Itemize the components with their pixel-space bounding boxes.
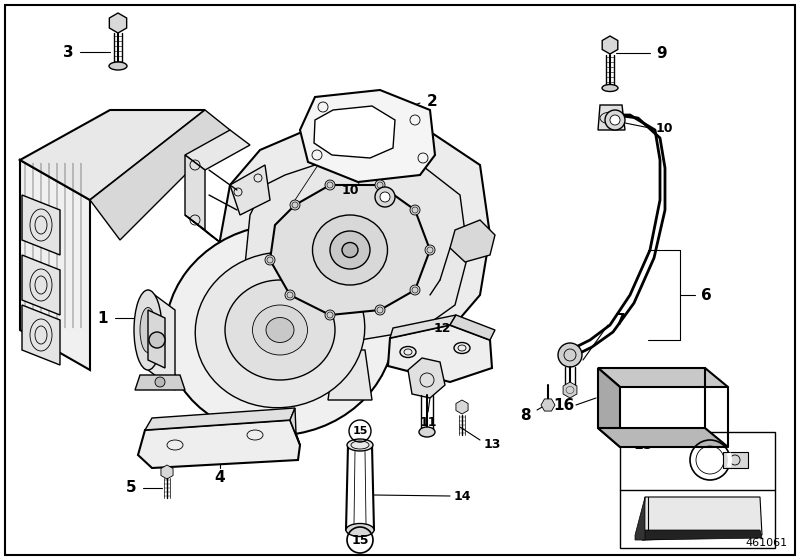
Polygon shape [300,90,435,182]
Polygon shape [138,420,300,468]
Polygon shape [20,160,90,370]
Polygon shape [290,408,300,445]
Polygon shape [148,310,165,368]
Circle shape [149,332,165,348]
Polygon shape [314,106,395,158]
Polygon shape [408,358,445,398]
Polygon shape [598,368,728,387]
Ellipse shape [563,350,578,358]
Text: 13: 13 [483,437,501,450]
Text: 12: 12 [434,321,450,334]
Ellipse shape [140,307,156,352]
Circle shape [380,192,390,202]
Circle shape [375,187,395,207]
Ellipse shape [602,85,618,91]
Ellipse shape [109,62,127,70]
Polygon shape [598,105,625,130]
Polygon shape [541,399,555,411]
Polygon shape [563,382,577,398]
Text: 1: 1 [98,310,108,325]
Ellipse shape [313,215,387,285]
Polygon shape [598,428,728,447]
Circle shape [375,305,385,315]
Ellipse shape [419,427,435,437]
Polygon shape [635,497,645,540]
Text: 8: 8 [520,408,530,422]
Polygon shape [185,155,205,230]
Circle shape [410,285,420,295]
Ellipse shape [225,280,335,380]
Polygon shape [230,165,270,215]
Polygon shape [598,368,620,447]
Text: 461061: 461061 [746,538,788,548]
Circle shape [325,310,335,320]
Text: 14: 14 [454,489,470,502]
Ellipse shape [134,290,162,370]
Circle shape [155,377,165,387]
Polygon shape [90,110,230,240]
Text: 7: 7 [614,312,626,328]
Polygon shape [22,255,60,315]
Polygon shape [161,465,173,479]
Text: 15: 15 [633,438,653,452]
Polygon shape [643,530,762,540]
Polygon shape [450,315,495,340]
Text: 15: 15 [352,426,368,436]
Circle shape [325,180,335,190]
Polygon shape [330,95,420,125]
Ellipse shape [166,225,394,435]
Ellipse shape [347,439,373,451]
Text: 9: 9 [657,45,667,60]
Ellipse shape [330,231,370,269]
Polygon shape [220,120,490,355]
Circle shape [265,255,275,265]
Text: 3: 3 [62,44,74,59]
Polygon shape [148,290,175,390]
Ellipse shape [342,242,358,258]
Circle shape [290,200,300,210]
Ellipse shape [266,318,294,343]
Polygon shape [450,220,495,262]
Circle shape [285,290,295,300]
Polygon shape [388,325,492,382]
Polygon shape [145,408,295,430]
Circle shape [410,205,420,215]
Circle shape [610,115,620,125]
Circle shape [558,343,582,367]
Polygon shape [185,215,230,250]
Ellipse shape [195,252,365,408]
Ellipse shape [253,305,307,355]
Circle shape [605,110,625,130]
Text: 11: 11 [419,416,437,428]
Polygon shape [22,195,60,255]
Text: 5: 5 [126,480,136,496]
Polygon shape [723,452,748,468]
Polygon shape [642,497,762,540]
Polygon shape [110,13,126,33]
Text: 4: 4 [214,470,226,486]
Polygon shape [245,155,468,340]
Ellipse shape [342,96,402,120]
Polygon shape [328,350,372,400]
Text: 2: 2 [426,94,438,109]
Polygon shape [620,432,775,548]
Ellipse shape [602,111,618,119]
Text: 6: 6 [701,287,711,302]
Polygon shape [602,36,618,54]
Polygon shape [135,375,185,390]
Ellipse shape [346,524,374,536]
Polygon shape [185,130,250,170]
Text: 15: 15 [351,534,369,547]
Text: 10: 10 [342,184,358,197]
Polygon shape [390,315,456,338]
Circle shape [375,180,385,190]
Text: 16: 16 [554,398,574,413]
Polygon shape [270,185,430,315]
Text: 10: 10 [655,122,673,134]
Circle shape [425,245,435,255]
Polygon shape [456,400,468,414]
Polygon shape [22,305,60,365]
Polygon shape [20,110,205,200]
